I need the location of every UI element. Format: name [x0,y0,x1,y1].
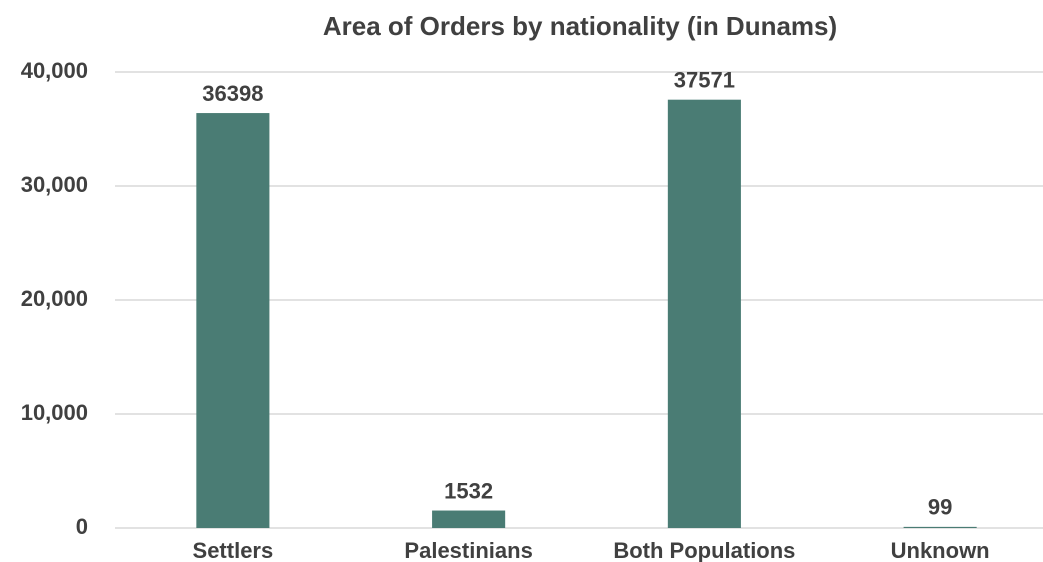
x-tick-label: Unknown [891,538,990,562]
bar [667,99,741,528]
x-tick-label: Settlers [193,538,274,562]
data-label: 37571 [674,68,735,93]
y-tick-label: 20,000 [21,286,88,311]
bar [432,510,506,528]
data-label: 99 [928,495,952,520]
y-tick-label: 10,000 [21,400,88,425]
x-tick-label: Both Populations [613,538,795,562]
y-tick-label: 0 [76,514,88,539]
y-tick-label: 30,000 [21,172,88,197]
chart-title: Area of Orders by nationality (in Dunams… [323,11,837,41]
y-tick-label: 40,000 [21,58,88,83]
data-label: 36398 [202,81,263,106]
bar [196,113,270,528]
data-label: 1532 [444,478,493,503]
bar [903,526,977,528]
x-tick-label: Palestinians [404,538,532,562]
